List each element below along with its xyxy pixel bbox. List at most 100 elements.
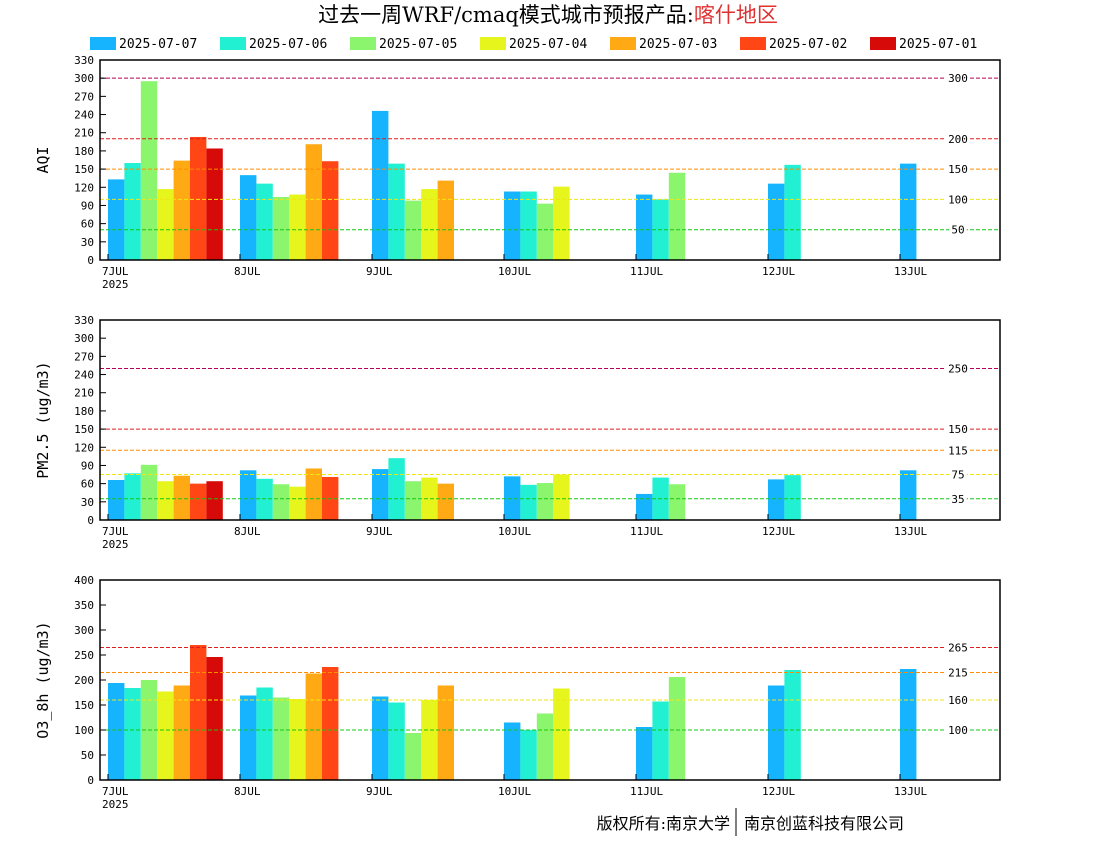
bar-o3-11JUL-2025-07-06 [652,701,669,780]
chart-title-main: 过去一周WRF/cmaq模式城市预报产品: [318,3,694,27]
legend-label-2025-07-04: 2025-07-04 [509,37,587,52]
bar-o3-11JUL-2025-07-05 [668,677,686,780]
bar-o3-8JUL-2025-07-07 [240,695,257,780]
y-tick-label-o3-350: 350 [74,599,94,612]
y-tick-label-pm25-90: 90 [81,459,94,472]
bar-aqi-11JUL-2025-07-07 [636,194,653,260]
legend: 2025-07-07 2025-07-06 2025-07-05 2025-07-04… [90,37,977,52]
x-tick-label-aqi-13JUL: 13JUL [894,265,927,278]
y-tick-label-o3-0: 0 [87,774,94,787]
threshold-label-aqi-200: 200 [948,133,968,146]
threshold-label-aqi-300: 300 [948,72,968,85]
bar-o3-10JUL-2025-07-05 [536,713,554,780]
threshold-label-bg [945,725,971,735]
chart-title: 过去一周WRF/cmaq模式城市预报产品:喀什地区 [318,3,778,27]
bar-o3-10JUL-2025-07-07 [504,722,521,780]
bar-aqi-8JUL-2025-07-03 [305,144,322,260]
x-tick-label-pm25-11JUL: 11JUL [630,525,663,538]
bar-o3-10JUL-2025-07-06 [520,730,537,780]
threshold-label-bg [945,642,971,653]
threshold-label-bg [945,695,971,705]
bar-aqi-8JUL-2025-07-07 [240,175,257,260]
bar-aqi-10JUL-2025-07-05 [536,203,554,260]
y-tick-label-aqi-180: 180 [74,145,94,158]
bar-aqi-7JUL-2025-07-05 [140,81,158,261]
bar-pm25-9JUL-2025-07-04 [421,477,438,520]
bar-aqi-9JUL-2025-07-06 [388,163,405,260]
bar-pm25-8JUL-2025-07-07 [240,470,257,520]
bar-pm25-11JUL-2025-07-05 [668,484,686,520]
x-tick-label-pm25-13JUL: 13JUL [894,525,927,538]
bar-aqi-7JUL-2025-07-02 [190,136,207,260]
threshold-label-pm25-35: 35 [951,493,964,506]
bar-pm25-13JUL-2025-07-07 [900,470,917,520]
x-tick-label-o3-8JUL: 8JUL [234,785,261,798]
bar-pm25-8JUL-2025-07-06 [256,478,273,520]
y-tick-label-pm25-210: 210 [74,387,94,400]
bar-aqi-7JUL-2025-07-07 [108,179,125,260]
y-tick-label-pm25-270: 270 [74,350,94,363]
bar-aqi-9JUL-2025-07-07 [372,110,389,260]
bar-o3-7JUL-2025-07-04 [157,691,174,780]
threshold-label-bg [945,164,971,175]
y-tick-label-pm25-300: 300 [74,332,94,345]
legend-swatch-2025-07-07 [90,37,116,50]
bar-pm25-7JUL-2025-07-06 [124,473,141,520]
threshold-label-pm25-115: 115 [948,444,968,457]
bar-o3-12JUL-2025-07-06 [784,670,801,780]
bar-aqi-7JUL-2025-07-03 [173,160,190,260]
y-tick-label-aqi-150: 150 [74,163,94,176]
threshold-label-aqi-100: 100 [948,193,968,206]
x-tick-label-aqi-10JUL: 10JUL [498,265,531,278]
threshold-label-bg [945,667,971,678]
panel-aqi: 300 200 150 100 50 0 30 60 90 120 150 180 210 240 270 3… [34,54,1001,291]
bar-pm25-12JUL-2025-07-06 [784,475,801,520]
panel-pm25: 250 150 115 75 35 0 30 60 90 120 150 180 210 240 270 30… [34,314,1001,551]
bar-pm25-9JUL-2025-07-03 [437,483,454,520]
bar-pm25-9JUL-2025-07-07 [372,469,389,520]
threshold-label-bg [945,194,971,205]
y-tick-label-o3-250: 250 [74,649,94,662]
y-axis-label-pm25: PM2.5 (ug/m3) [34,361,52,478]
legend-label-2025-07-05: 2025-07-05 [379,37,457,52]
threshold-label-pm25-250: 250 [948,362,968,375]
bar-pm25-8JUL-2025-07-05 [272,484,290,520]
y-tick-label-pm25-0: 0 [87,514,94,527]
threshold-label-o3-160: 160 [948,694,968,707]
x-tick-label-pm25-10JUL: 10JUL [498,525,531,538]
bar-pm25-7JUL-2025-07-04 [157,481,174,520]
y-tick-label-pm25-120: 120 [74,441,94,454]
y-tick-label-aqi-210: 210 [74,127,94,140]
panel-o3: 265 215 160 100 0 50 100 150 200 250 300 350 400 O3_8… [34,574,1001,811]
x-tick-label-o3-13JUL: 13JUL [894,785,927,798]
x-year-label-o3: 2025 [102,798,129,811]
bar-aqi-9JUL-2025-07-04 [421,189,438,260]
legend-swatch-2025-07-02 [740,37,766,50]
y-tick-label-aqi-270: 270 [74,90,94,103]
x-tick-label-pm25-8JUL: 8JUL [234,525,261,538]
bar-pm25-9JUL-2025-07-05 [404,481,422,520]
bar-o3-9JUL-2025-07-04 [421,700,438,780]
bar-aqi-11JUL-2025-07-05 [668,172,686,260]
bar-aqi-12JUL-2025-07-06 [784,164,801,260]
bar-o3-9JUL-2025-07-05 [404,733,422,780]
y-tick-label-pm25-150: 150 [74,423,94,436]
bar-aqi-7JUL-2025-07-01 [206,148,223,260]
y-tick-label-pm25-180: 180 [74,405,94,418]
legend-swatch-2025-07-01 [870,37,896,50]
bar-o3-7JUL-2025-07-02 [190,645,207,780]
footer-company: 南京创蓝科技有限公司 [744,814,904,833]
bar-o3-7JUL-2025-07-03 [173,685,190,780]
legend-label-2025-07-02: 2025-07-02 [769,37,847,52]
legend-swatch-2025-07-04 [480,37,506,50]
x-tick-label-o3-9JUL: 9JUL [366,785,393,798]
bar-pm25-7JUL-2025-07-03 [173,475,190,520]
x-year-label-aqi: 2025 [102,278,129,291]
bar-aqi-9JUL-2025-07-05 [404,200,422,260]
threshold-label-aqi-150: 150 [948,163,968,176]
y-tick-label-o3-100: 100 [74,724,94,737]
x-tick-label-aqi-8JUL: 8JUL [234,265,261,278]
threshold-label-o3-100: 100 [948,724,968,737]
x-tick-label-pm25-12JUL: 12JUL [762,525,795,538]
